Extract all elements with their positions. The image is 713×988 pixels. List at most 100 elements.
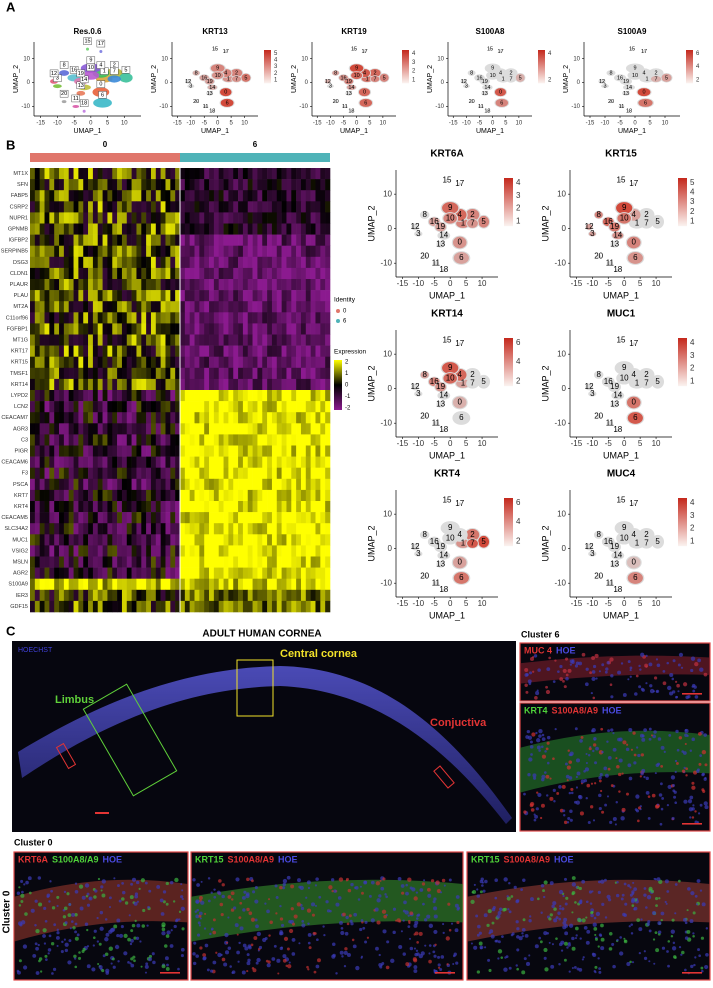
expression-cells — [207, 84, 217, 90]
heatmap-cell — [73, 212, 79, 224]
gene-label: SLC34A2 — [4, 526, 28, 532]
nucleus — [585, 916, 588, 919]
nucleus — [580, 779, 585, 784]
heatmap-cell — [310, 523, 316, 535]
nucleus — [79, 906, 84, 911]
heatmap-cell — [68, 545, 74, 557]
heatmap-cell — [112, 523, 118, 535]
heatmap-cell — [59, 545, 65, 557]
heatmap-cell — [315, 301, 321, 313]
heatmap-cell — [252, 256, 258, 269]
nucleus — [34, 942, 38, 946]
heatmap-cell — [252, 367, 258, 380]
heatmap-cell — [271, 245, 278, 258]
heatmap-cell — [242, 556, 249, 568]
heatmap-cell — [155, 234, 161, 246]
nucleus — [657, 930, 662, 935]
y-axis-label: UMAP_2 — [291, 65, 298, 93]
heatmap-cell — [165, 290, 171, 302]
scale-bar — [682, 823, 702, 825]
heatmap-cell — [175, 334, 181, 346]
heatmap-cell — [233, 334, 239, 346]
nucleus — [527, 735, 533, 740]
nucleus — [215, 951, 218, 954]
heatmap-cell — [126, 600, 132, 613]
cluster-label: 7 — [654, 76, 657, 82]
heatmap-cell — [286, 434, 292, 446]
heatmap-cell — [194, 256, 200, 269]
nucleus — [508, 966, 512, 970]
nucleus — [162, 890, 167, 894]
cluster-label: 11 — [606, 258, 615, 267]
nucleus — [307, 922, 310, 926]
nucleus — [541, 733, 545, 737]
nucleus — [666, 950, 669, 953]
y-tick-label: -10 — [380, 578, 392, 587]
heatmap-cell — [39, 301, 45, 313]
heatmap-cell — [49, 245, 55, 258]
nucleus — [676, 748, 680, 752]
heatmap-cell — [121, 312, 128, 324]
heatmap-cell — [136, 279, 142, 291]
nucleus — [589, 805, 594, 809]
nucleus — [96, 940, 100, 943]
nucleus — [543, 947, 548, 953]
nucleus — [140, 878, 145, 883]
nucleus — [571, 936, 575, 941]
nucleus — [617, 670, 622, 675]
heatmap-cell — [49, 434, 55, 446]
nucleus — [689, 795, 694, 800]
heatmap-cell — [281, 279, 287, 291]
legend-item: 0 — [343, 309, 347, 315]
cluster-cells — [638, 367, 655, 382]
heatmap-cell — [184, 567, 190, 579]
heatmap-cell — [160, 312, 166, 324]
nucleus — [213, 895, 217, 899]
nucleus — [344, 947, 348, 951]
heatmap-cell — [68, 312, 74, 324]
heatmap-cell — [286, 423, 292, 435]
nucleus — [166, 930, 171, 935]
heatmap-cell — [30, 301, 36, 313]
expression-cells — [626, 556, 641, 569]
nucleus — [523, 810, 527, 814]
nucleus — [203, 927, 207, 930]
y-tick-label: -10 — [299, 104, 308, 110]
nucleus — [545, 747, 549, 751]
heatmap-cell — [180, 190, 186, 202]
heatmap-cell — [252, 412, 258, 424]
heatmap-cell — [83, 456, 89, 468]
heatmap-cell — [325, 512, 331, 524]
y-tick-label: 10 — [437, 56, 444, 62]
heatmap-cell — [194, 556, 200, 568]
nucleus — [565, 676, 569, 681]
nucleus — [612, 964, 616, 969]
heatmap-cell — [238, 212, 244, 224]
heatmap-cell — [325, 456, 331, 468]
heatmap-cell — [228, 334, 234, 346]
heatmap-cell — [184, 356, 190, 369]
heatmap-cell — [223, 578, 229, 591]
heatmap-cell — [102, 279, 108, 291]
nucleus — [192, 878, 196, 882]
heatmap-cell — [189, 501, 195, 513]
gene-label: AGR2 — [13, 571, 28, 577]
heatmap-cell — [131, 378, 137, 391]
heatmap-cell — [39, 423, 45, 435]
heatmap-cell — [54, 423, 60, 435]
cluster-label: 3 — [416, 549, 421, 558]
nucleus — [43, 906, 47, 910]
heatmap-cell — [247, 201, 253, 213]
heatmap-cell — [68, 345, 74, 357]
heatmap-cell — [233, 201, 239, 213]
heatmap-cell — [68, 489, 74, 502]
heatmap-cell — [223, 301, 229, 313]
nucleus — [704, 763, 708, 767]
nucleus — [534, 814, 538, 819]
heatmap-cell — [218, 323, 224, 335]
heatmap-cell — [252, 523, 258, 535]
nucleus — [516, 927, 520, 931]
heatmap-cell — [315, 434, 321, 446]
heatmap-cell — [83, 378, 89, 391]
heatmap-cell — [238, 600, 244, 613]
